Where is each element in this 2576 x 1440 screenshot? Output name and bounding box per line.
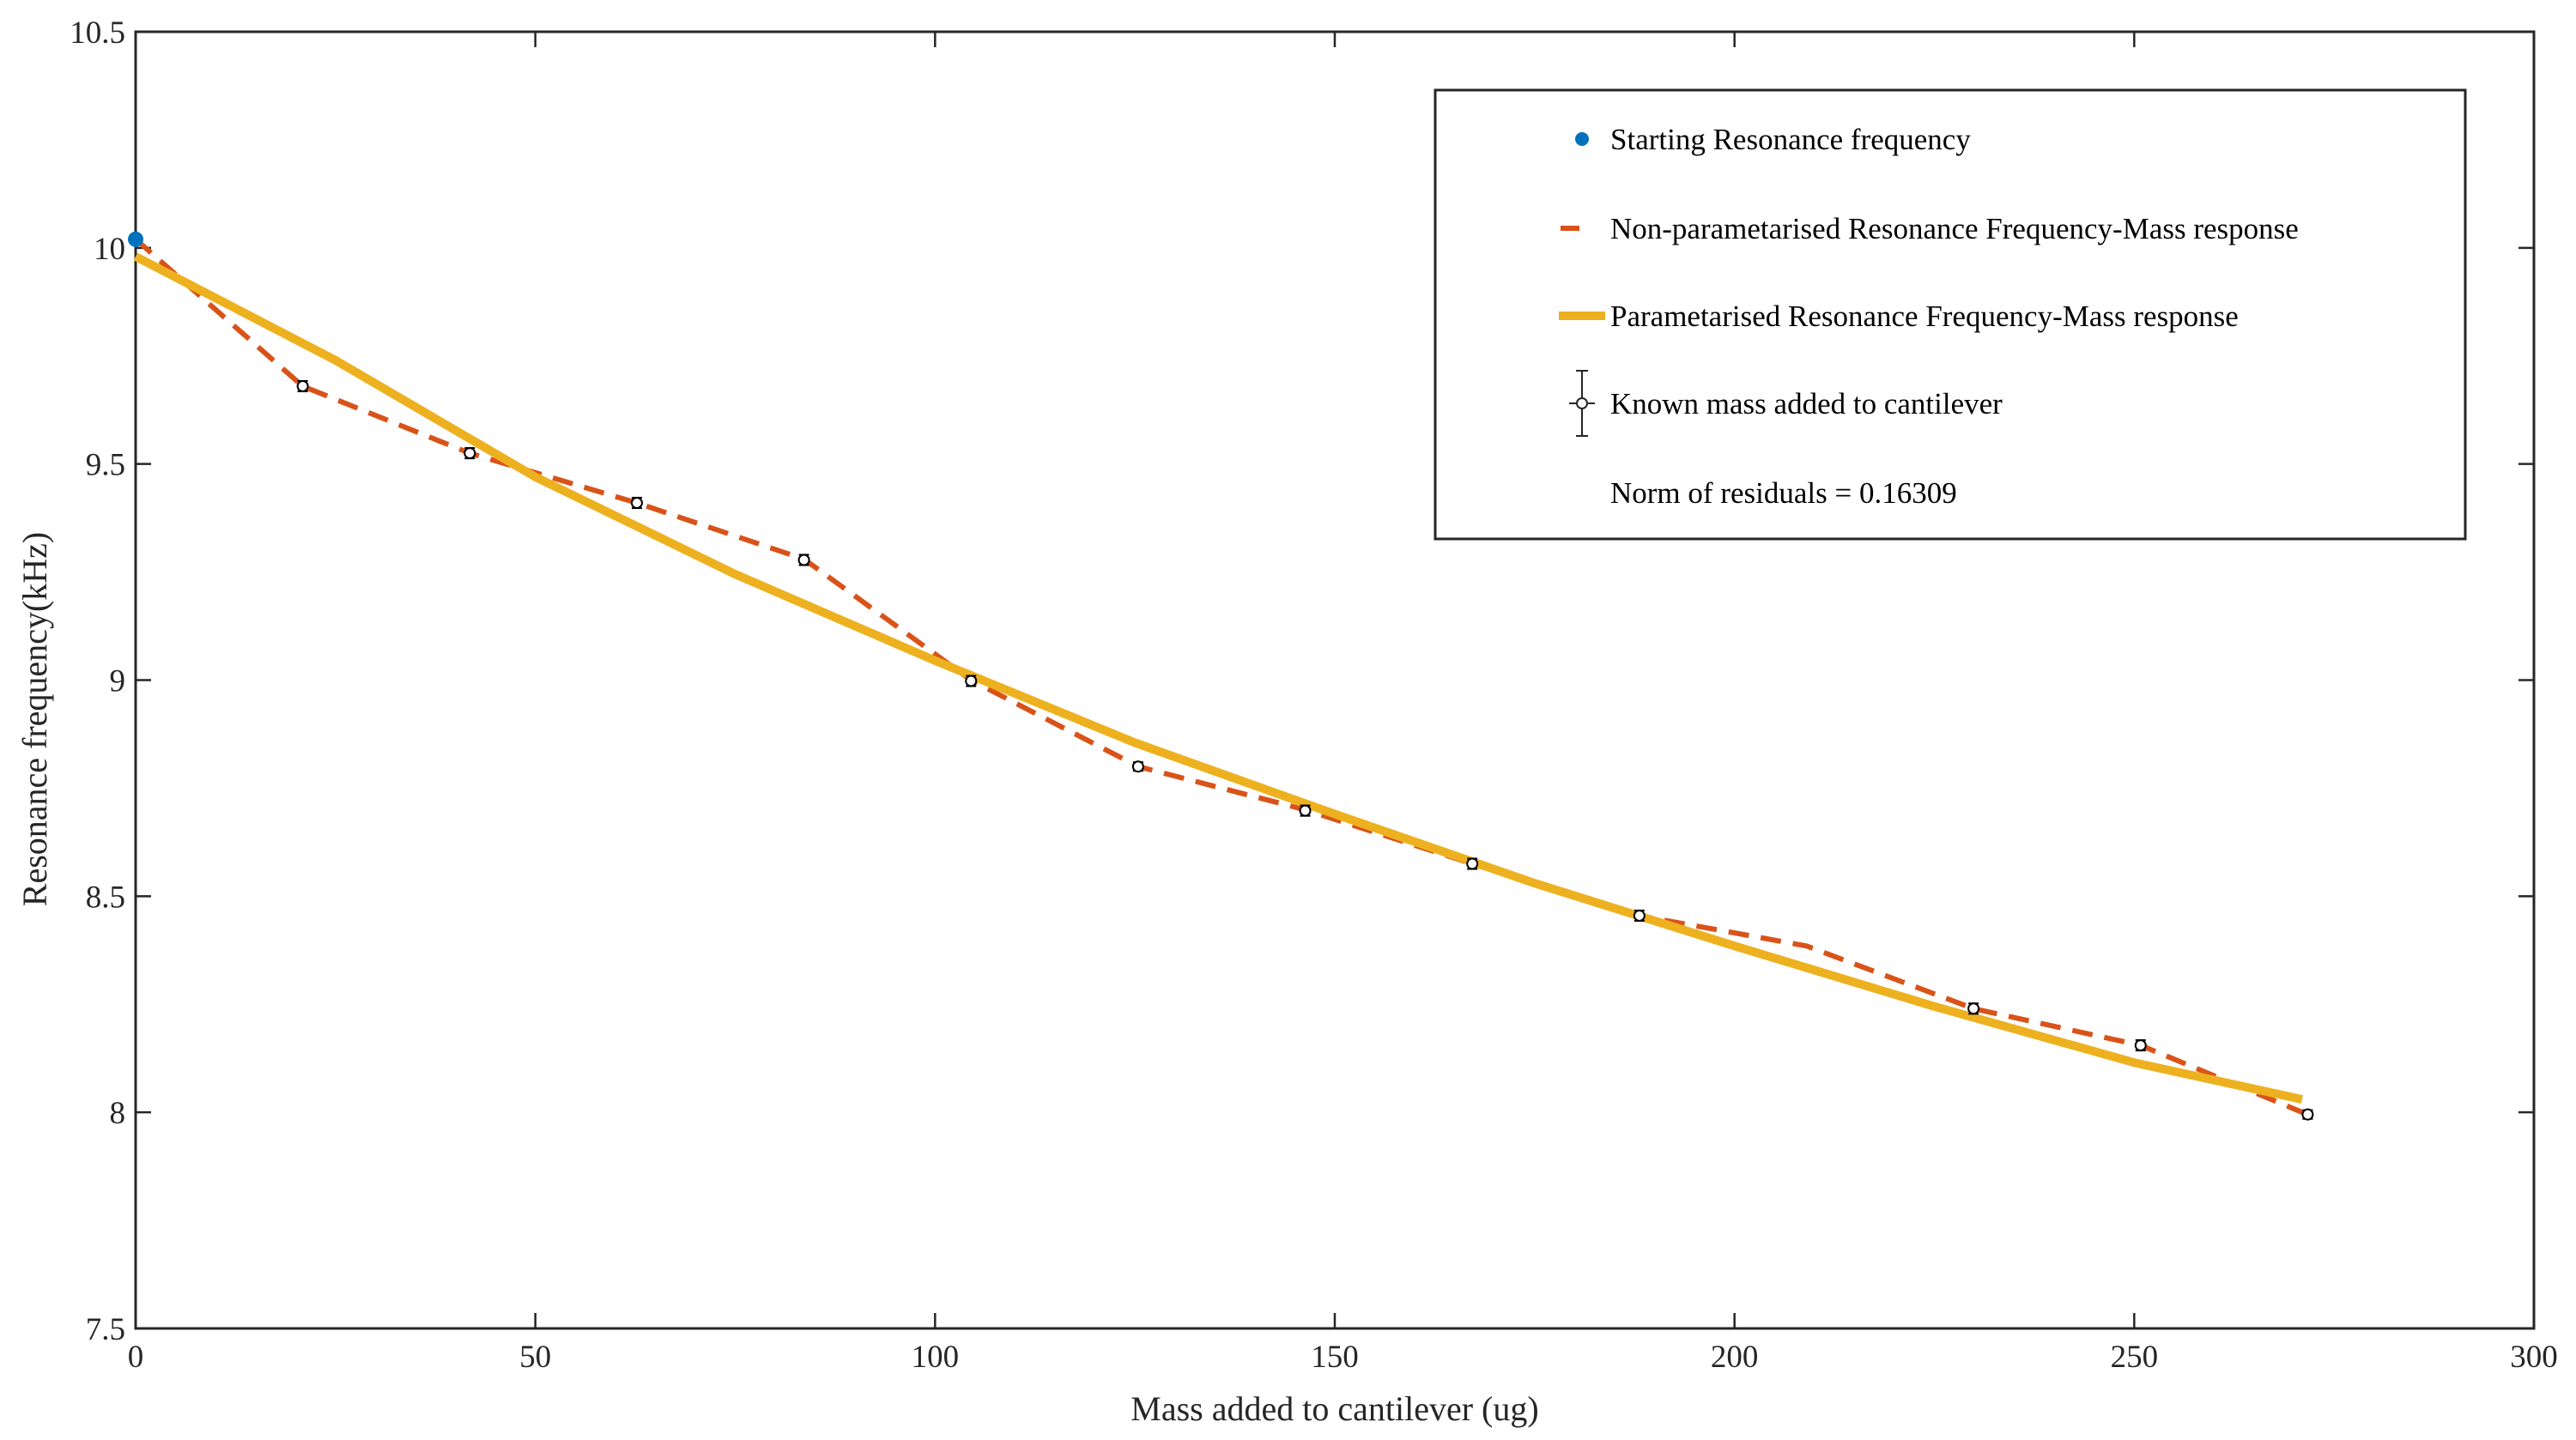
legend-entry-known: Known mass added to cantilever (1610, 387, 2003, 421)
known-mass-marker (1131, 760, 1144, 773)
series-layer (128, 231, 2314, 1121)
y-tick-label: 10.5 (70, 15, 125, 51)
known-mass-marker (797, 554, 810, 566)
x-tick-label: 50 (519, 1340, 551, 1375)
known-mass-marker (464, 447, 476, 460)
x-axis-label: Mass added to cantilever (ug) (1130, 1389, 1538, 1428)
x-tick-label: 250 (2111, 1340, 2159, 1375)
known-mass-point (1466, 857, 1479, 870)
y-axis-label: Resonance frequency(kHz) (15, 532, 54, 906)
x-tick-label: 100 (912, 1340, 960, 1375)
known-mass-point (1299, 804, 1312, 817)
known-mass-point (296, 379, 309, 393)
legend: Starting Resonance frequency Non-paramet… (1433, 88, 2467, 541)
axis-ticks: 0 50 100 150 200 250 300 7.5 8 8.5 9 9.5 10 10.5 (70, 15, 2558, 1375)
known-mass-point (630, 496, 643, 510)
known-mass-marker (1633, 909, 1646, 922)
known-mass-marker (1299, 804, 1312, 817)
x-tick-label: 150 (1311, 1340, 1359, 1375)
known-mass-point (797, 554, 810, 566)
legend-box (1433, 88, 2467, 541)
y-tick-label: 9.5 (86, 448, 125, 483)
known-mass-marker (2301, 1108, 2314, 1121)
x-tick-label: 200 (1711, 1340, 1759, 1375)
known-mass-point (965, 675, 978, 687)
series-nonparametarised-line (134, 237, 2309, 1117)
known-mass-point (2301, 1108, 2314, 1121)
known-mass-marker (1967, 1002, 1980, 1015)
y-tick-label: 8 (110, 1096, 126, 1131)
known-mass-point (1131, 760, 1144, 773)
y-tick-label: 10 (94, 232, 125, 267)
starting-resonance-point (128, 231, 143, 247)
legend-known-marker (1569, 370, 1595, 437)
known-mass-point (1633, 909, 1646, 923)
y-tick-label: 8.5 (86, 880, 125, 915)
known-mass-marker (630, 496, 643, 509)
legend-entry-nonparam: Non-parametarised Resonance Frequency-Ma… (1610, 212, 2299, 245)
known-mass-point (1967, 1002, 1980, 1015)
y-tick-label: 7.5 (86, 1312, 125, 1347)
known-mass-point (464, 447, 476, 460)
known-mass-point (2134, 1039, 2147, 1052)
legend-entry-start: Starting Resonance frequency (1610, 123, 1971, 156)
series-parametarised-line (133, 252, 2303, 1104)
y-tick-label: 9 (110, 664, 126, 699)
known-mass-marker (965, 675, 978, 687)
legend-entry-residuals: Norm of residuals = 0.16309 (1610, 476, 1957, 510)
known-mass-marker (1466, 857, 1479, 870)
legend-entry-param: Parametarised Resonance Frequency-Mass r… (1610, 299, 2239, 333)
known-mass-marker (296, 380, 309, 393)
legend-start-marker (1575, 132, 1589, 146)
x-tick-label: 0 (128, 1340, 144, 1375)
x-tick-label: 300 (2510, 1340, 2558, 1375)
known-mass-marker (2134, 1039, 2147, 1052)
